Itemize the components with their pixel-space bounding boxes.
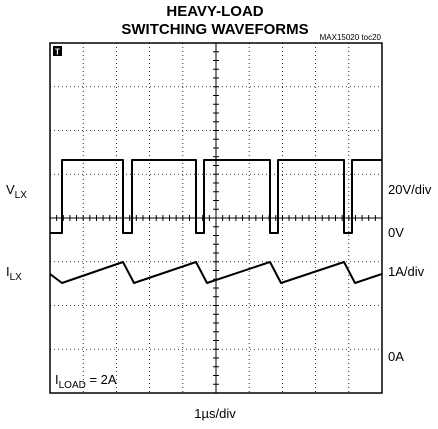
scope-frame [49, 42, 383, 394]
trigger-marker: T [55, 48, 60, 57]
load-label: ILOAD = 2A [55, 372, 117, 391]
ilx-scale: 1A/div [388, 264, 425, 279]
time-scale: 1µs/div [194, 406, 236, 421]
scope-grid [50, 43, 382, 393]
ilx-waveform [49, 261, 383, 284]
label-sub: LOAD [59, 380, 86, 391]
vlx-scale: 20V/div [388, 182, 432, 197]
label-sub: LX [15, 190, 28, 201]
figure-id: MAX15020 toc20 [320, 33, 382, 42]
label-main: V [6, 182, 15, 197]
label-main: I [6, 264, 10, 279]
trigger-box [53, 46, 62, 56]
label-rest: = 2A [86, 372, 117, 387]
ilx-zero: 0A [388, 349, 404, 364]
title-line-1: HEAVY-LOAD [166, 3, 263, 20]
title-line-2: SWITCHING WAVEFORMS [121, 21, 308, 38]
label-main: I [55, 372, 59, 387]
vlx-zero: 0V [388, 225, 404, 240]
ilx-label: ILX [6, 264, 22, 283]
label-sub: LX [10, 272, 23, 283]
vlx-waveform [50, 159, 382, 234]
vlx-label: VLX [6, 182, 27, 201]
